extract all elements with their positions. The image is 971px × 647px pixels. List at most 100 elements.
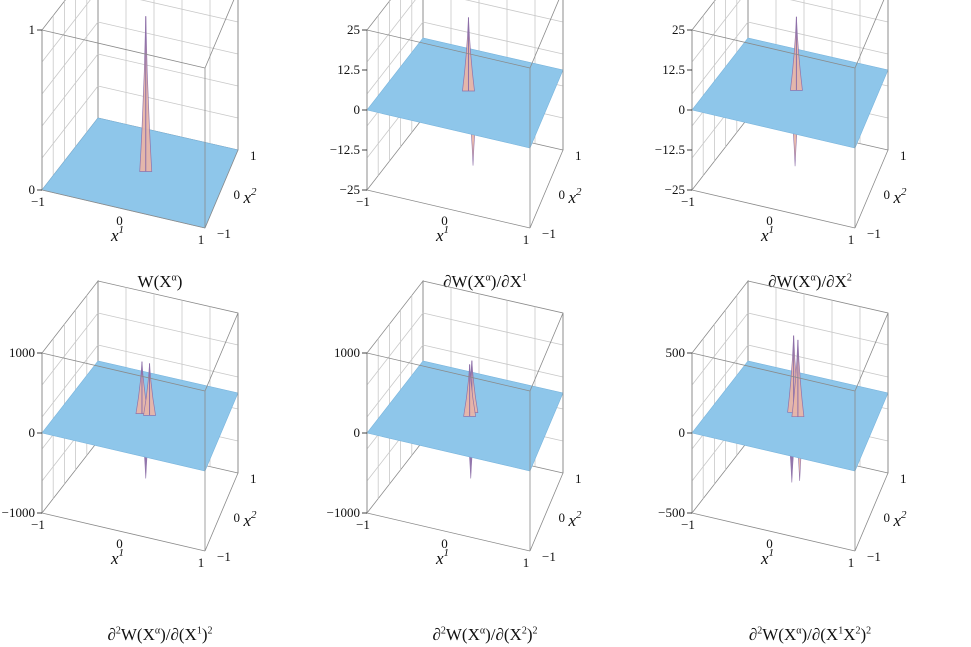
y-axis-ticks: −1 0 1 bbox=[542, 148, 582, 241]
y-tick-label: −1 bbox=[217, 549, 231, 564]
y-tick-label: 0 bbox=[884, 187, 891, 202]
x-axis-ticks: −1 0 1 bbox=[681, 517, 854, 570]
z-tick-label: −500 bbox=[658, 505, 685, 520]
z-tick-label: 1000 bbox=[334, 345, 360, 360]
z-axis-ticks: −25 −12.5 0 12.5 25 bbox=[330, 22, 367, 197]
x-axis-label: x1 bbox=[110, 224, 124, 245]
x-tick-label: 0 bbox=[441, 536, 448, 551]
chart-panel-6: −500 0 500 −1 0 1 x1 −1 0 1 x2 ∂2W(Xα)/∂(X1X2)2 bbox=[650, 279, 970, 646]
z-tick-label: 0 bbox=[354, 102, 361, 117]
surface-plot-5: −1000 0 1000 −1 0 1 x1 −1 0 1 x2 bbox=[327, 279, 583, 570]
y-axis-ticks: −1 0 1 bbox=[217, 471, 257, 564]
surface-plot-4: −1000 0 1000 −1 0 1 x1 −1 0 1 x2 bbox=[2, 279, 258, 570]
y-tick-label: −1 bbox=[867, 549, 881, 564]
y-tick-label: −1 bbox=[217, 226, 231, 241]
x-axis-ticks: −1 0 1 bbox=[356, 194, 529, 247]
y-tick-label: 1 bbox=[900, 148, 907, 163]
spikes-positive bbox=[463, 360, 479, 417]
x-tick-label: 0 bbox=[766, 536, 773, 551]
x-axis-label: x1 bbox=[110, 547, 124, 568]
x-axis-ticks: −1 0 1 bbox=[31, 517, 204, 570]
chart-panel-4: −1000 0 1000 −1 0 1 x1 −1 0 1 x2 ∂2W(Xα)/∂(X1)2 bbox=[0, 279, 320, 646]
x-tick-label: 1 bbox=[523, 232, 530, 247]
y-axis-label: x2 bbox=[568, 509, 583, 530]
x-tick-label: 0 bbox=[116, 536, 123, 551]
z-axis-ticks: −1000 0 1000 bbox=[327, 345, 367, 520]
surface-plane bbox=[691, 360, 889, 472]
y-axis-label: x2 bbox=[893, 509, 908, 530]
z-axis-ticks: −1000 0 1000 bbox=[2, 345, 42, 520]
chart-panel-2: −25 −12.5 0 12.5 25 −1 0 1 x1 −1 0 1 x2 ∂W(Xα)/∂X1 bbox=[325, 0, 645, 323]
x-axis-label: x1 bbox=[435, 547, 449, 568]
y-axis-ticks: −1 0 1 bbox=[542, 471, 582, 564]
chart-panel-3: −25 −12.5 0 12.5 25 −1 0 1 x1 −1 0 1 x2 ∂W(Xα)/∂X2 bbox=[650, 0, 970, 323]
z-axis-ticks: −500 0 500 bbox=[658, 345, 692, 520]
chart-panel-1: 0 1 −1 0 1 x1 −1 0 1 x2 W(Xα) bbox=[0, 0, 320, 323]
z-tick-label: 25 bbox=[672, 22, 685, 37]
z-tick-label: −25 bbox=[340, 182, 360, 197]
z-axis-ticks: −25 −12.5 0 12.5 25 bbox=[655, 22, 692, 197]
y-tick-label: 0 bbox=[559, 187, 566, 202]
z-tick-label: 0 bbox=[29, 425, 36, 440]
z-tick-label: −25 bbox=[665, 182, 685, 197]
x-axis-ticks: −1 0 1 bbox=[31, 194, 204, 247]
surface-plane bbox=[366, 37, 564, 149]
z-tick-label: 1000 bbox=[9, 345, 35, 360]
y-tick-label: 1 bbox=[900, 471, 907, 486]
chart-panel-5: −1000 0 1000 −1 0 1 x1 −1 0 1 x2 ∂2W(Xα)/∂(X2)2 bbox=[325, 279, 645, 646]
x-tick-label: 0 bbox=[116, 213, 123, 228]
spikes-positive bbox=[790, 16, 803, 91]
bounding-box bbox=[366, 312, 564, 552]
y-axis-label: x2 bbox=[243, 509, 258, 530]
x-tick-label: 1 bbox=[198, 555, 205, 570]
bounding-box bbox=[41, 312, 239, 552]
spikes-positive bbox=[135, 361, 156, 416]
z-tick-label: 12.5 bbox=[337, 62, 360, 77]
y-tick-label: 0 bbox=[234, 510, 241, 525]
x-axis-label: x1 bbox=[760, 547, 774, 568]
y-axis-ticks: −1 0 1 bbox=[867, 471, 907, 564]
z-tick-label: −1000 bbox=[327, 505, 360, 520]
z-tick-label: 12.5 bbox=[662, 62, 685, 77]
y-axis-ticks: −1 0 1 bbox=[217, 148, 257, 241]
surface-plot-2: −25 −12.5 0 12.5 25 −1 0 1 x1 −1 0 1 x2 bbox=[330, 0, 583, 247]
z-tick-label: −1000 bbox=[2, 505, 35, 520]
z-axis-ticks: 01 bbox=[29, 22, 42, 197]
z-tick-label: 25 bbox=[347, 22, 360, 37]
y-tick-label: 0 bbox=[234, 187, 241, 202]
surface-plot-3: −25 −12.5 0 12.5 25 −1 0 1 x1 −1 0 1 x2 bbox=[655, 0, 908, 247]
chart-caption-2: ∂W(Xα)/∂X1 bbox=[443, 272, 527, 291]
x-axis-label: x1 bbox=[435, 224, 449, 245]
x-tick-label: 1 bbox=[523, 555, 530, 570]
x-tick-label: −1 bbox=[31, 517, 45, 532]
chart-caption-5: ∂2W(Xα)/∂(X2)2 bbox=[432, 625, 538, 644]
z-tick-label: 0 bbox=[679, 102, 686, 117]
y-tick-label: 1 bbox=[250, 148, 257, 163]
x-tick-label: 1 bbox=[848, 555, 855, 570]
y-axis-label: x2 bbox=[243, 186, 258, 207]
y-tick-label: −1 bbox=[867, 226, 881, 241]
y-tick-label: 1 bbox=[575, 148, 582, 163]
x-tick-label: 1 bbox=[198, 232, 205, 247]
chart-caption-6: ∂2W(Xα)/∂(X1X2)2 bbox=[748, 625, 872, 644]
z-tick-label: −12.5 bbox=[330, 142, 360, 157]
x-tick-label: −1 bbox=[681, 194, 695, 209]
y-tick-label: 0 bbox=[559, 510, 566, 525]
bounding-box bbox=[691, 0, 889, 229]
x-tick-label: 0 bbox=[766, 213, 773, 228]
chart-caption-3: ∂W(Xα)/∂X2 bbox=[768, 272, 852, 291]
x-tick-label: 0 bbox=[441, 213, 448, 228]
x-tick-label: −1 bbox=[31, 194, 45, 209]
y-tick-label: 0 bbox=[884, 510, 891, 525]
bounding-box bbox=[691, 312, 889, 552]
x-axis-label: x1 bbox=[760, 224, 774, 245]
x-tick-label: 1 bbox=[848, 232, 855, 247]
y-tick-label: −1 bbox=[542, 226, 556, 241]
chart-caption-4: ∂2W(Xα)/∂(X1)2 bbox=[107, 625, 213, 644]
spikes-positive bbox=[462, 17, 475, 92]
x-tick-label: −1 bbox=[681, 517, 695, 532]
chart-caption-1: W(Xα) bbox=[137, 272, 183, 291]
y-axis-label: x2 bbox=[568, 186, 583, 207]
y-axis-label: x2 bbox=[893, 186, 908, 207]
